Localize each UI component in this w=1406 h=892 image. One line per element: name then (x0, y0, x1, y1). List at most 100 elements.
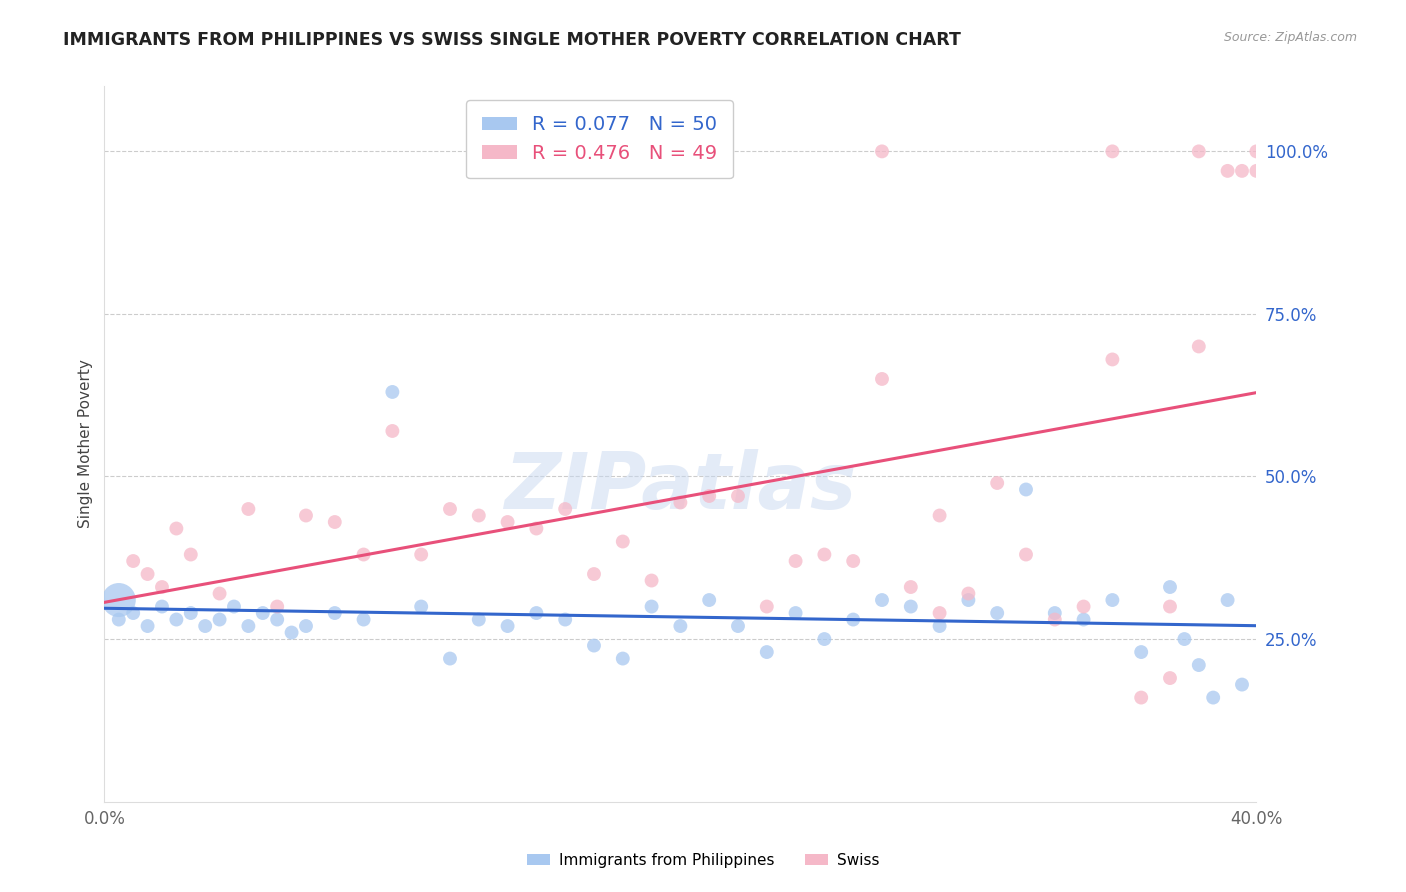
Point (524, 522, 547, 536)
Point (612, 651, 634, 665)
Point (222, 599, 245, 614)
Point (165, 613, 187, 627)
Point (1101, 593, 1123, 607)
Point (640, 574, 662, 588)
Point (411, 548, 433, 562)
Text: ZIPatlas: ZIPatlas (505, 449, 856, 524)
Point (554, 613, 576, 627)
Point (1101, 145, 1123, 159)
Point (208, 586, 231, 600)
Point (353, 548, 375, 562)
Point (1230, 677, 1253, 691)
Point (280, 625, 302, 640)
Point (1015, 483, 1038, 497)
Point (295, 619, 318, 633)
Point (411, 599, 433, 614)
Point (727, 619, 749, 633)
Point (266, 599, 288, 614)
Point (900, 599, 922, 614)
Point (122, 554, 145, 568)
Point (122, 606, 145, 620)
Point (928, 619, 950, 633)
Point (785, 554, 807, 568)
Point (582, 639, 605, 653)
Y-axis label: Single Mother Poverty: Single Mother Poverty (79, 359, 93, 528)
Point (1202, 690, 1225, 705)
Point (1246, 164, 1268, 178)
Point (468, 613, 491, 627)
Point (208, 613, 231, 627)
Point (1188, 658, 1211, 673)
Point (870, 145, 893, 159)
Point (1246, 145, 1268, 159)
Point (697, 489, 720, 503)
Point (524, 606, 547, 620)
Point (554, 502, 576, 516)
Point (986, 606, 1008, 620)
Point (1101, 352, 1123, 367)
Point (468, 508, 491, 523)
Point (107, 593, 129, 607)
Point (165, 522, 187, 536)
Text: IMMIGRANTS FROM PHILIPPINES VS SWISS SINGLE MOTHER POVERTY CORRELATION CHART: IMMIGRANTS FROM PHILIPPINES VS SWISS SIN… (63, 31, 962, 49)
Point (1216, 593, 1239, 607)
Point (928, 606, 950, 620)
Point (785, 606, 807, 620)
Point (496, 515, 519, 529)
Legend: Immigrants from Philippines, Swiss: Immigrants from Philippines, Swiss (520, 847, 886, 873)
Point (439, 651, 461, 665)
Point (381, 384, 404, 399)
Point (323, 515, 346, 529)
Point (928, 508, 950, 523)
Point (1073, 599, 1095, 614)
Point (496, 619, 519, 633)
Point (1159, 671, 1181, 685)
Point (697, 593, 720, 607)
Point (1073, 613, 1095, 627)
Point (1015, 548, 1038, 562)
Point (986, 475, 1008, 490)
Point (1043, 606, 1066, 620)
Point (107, 613, 129, 627)
Point (669, 619, 692, 633)
Point (252, 606, 274, 620)
Point (238, 619, 260, 633)
Point (1230, 164, 1253, 178)
Point (612, 534, 634, 549)
Point (439, 502, 461, 516)
Point (1216, 164, 1239, 178)
Point (813, 548, 835, 562)
Point (957, 593, 980, 607)
Legend: R = 0.077   N = 50, R = 0.476   N = 49: R = 0.077 N = 50, R = 0.476 N = 49 (467, 100, 733, 178)
Point (842, 613, 865, 627)
Point (1130, 690, 1153, 705)
Point (381, 424, 404, 438)
Point (813, 632, 835, 646)
Point (136, 619, 159, 633)
Point (755, 645, 778, 659)
Point (323, 606, 346, 620)
Point (1159, 599, 1181, 614)
Point (180, 606, 202, 620)
Point (582, 567, 605, 582)
Point (1188, 339, 1211, 353)
Point (727, 489, 749, 503)
Point (136, 567, 159, 582)
Point (150, 599, 173, 614)
Point (295, 508, 318, 523)
Point (669, 495, 692, 509)
Point (870, 372, 893, 386)
Point (1188, 145, 1211, 159)
Point (640, 599, 662, 614)
Point (842, 554, 865, 568)
Point (1173, 632, 1195, 646)
Point (353, 613, 375, 627)
Point (194, 619, 217, 633)
Point (1043, 613, 1066, 627)
Point (755, 599, 778, 614)
Point (1130, 645, 1153, 659)
Point (238, 502, 260, 516)
Point (900, 580, 922, 594)
Point (180, 548, 202, 562)
Point (150, 580, 173, 594)
